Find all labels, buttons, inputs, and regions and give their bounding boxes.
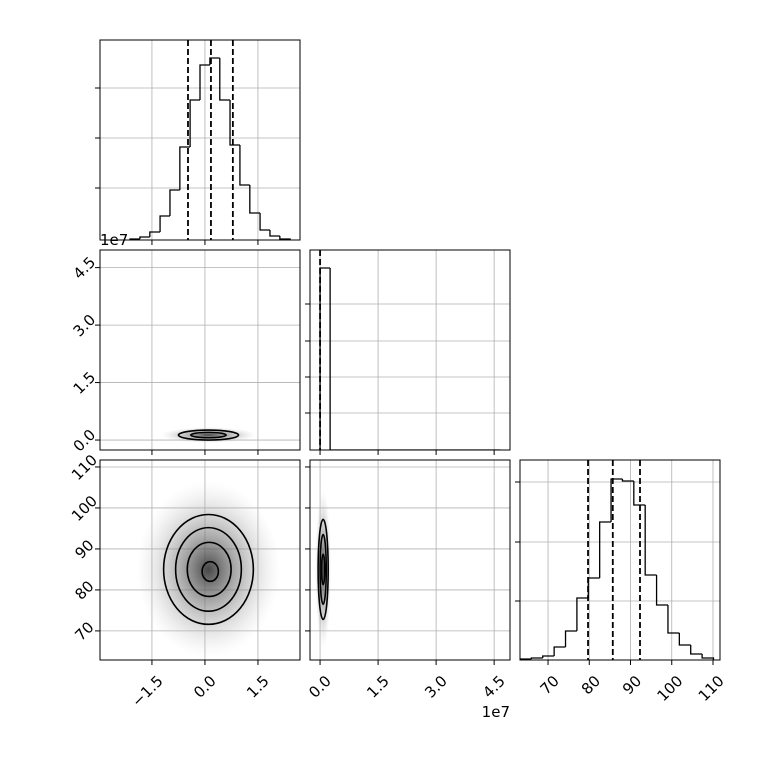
contour xyxy=(319,533,328,606)
contour xyxy=(317,518,329,621)
y-tick-label: 100 xyxy=(68,492,101,525)
histogram-bin xyxy=(219,58,231,101)
y-tick-label: 80 xyxy=(71,577,97,603)
x-tick-label: 100 xyxy=(654,672,687,705)
x-tick-label: 1.5 xyxy=(243,672,273,702)
x-tick-label: 80 xyxy=(578,672,604,698)
histogram-bin xyxy=(329,268,501,450)
histogram-bin xyxy=(599,521,612,578)
density-shade xyxy=(315,489,332,650)
histogram-bin xyxy=(564,630,577,647)
panel-frame xyxy=(309,249,511,451)
y-tick-label: 0.0 xyxy=(70,426,100,456)
contour xyxy=(174,526,243,613)
y-tick-label: 90 xyxy=(71,536,97,562)
y-offset-label: 1e7 xyxy=(100,231,128,249)
histogram-bin xyxy=(149,231,161,237)
histogram-bin xyxy=(667,605,680,634)
histogram-bin xyxy=(520,658,532,660)
x-tick-label: 4.5 xyxy=(479,672,509,702)
panel-frame xyxy=(99,39,301,241)
histogram-bin xyxy=(189,99,200,147)
contour xyxy=(320,553,326,586)
x-offset-label: 1e7 xyxy=(482,703,510,721)
histogram-bin xyxy=(249,185,261,214)
y-tick-label: 4.5 xyxy=(70,253,100,283)
x-tick-label: 0.0 xyxy=(305,672,335,702)
histogram-bin xyxy=(542,655,555,658)
contour xyxy=(177,429,240,441)
y-tick-label: 1.5 xyxy=(70,368,100,398)
x-tick-label: 70 xyxy=(537,672,563,698)
histogram-bin xyxy=(610,478,623,522)
panel-frame xyxy=(519,459,721,661)
histogram-bin xyxy=(678,633,691,646)
x-tick-label: −1.5 xyxy=(128,672,166,710)
histogram-bin xyxy=(269,230,280,237)
histogram-bin xyxy=(239,145,250,186)
contour xyxy=(186,541,232,598)
histogram-bin xyxy=(139,236,150,239)
histogram-bin xyxy=(621,479,634,482)
histogram-bin xyxy=(633,481,646,506)
histogram-bin xyxy=(530,657,543,659)
contour xyxy=(201,560,220,583)
x-tick-label: 90 xyxy=(619,672,645,698)
y-tick-label: 110 xyxy=(68,451,101,484)
histogram-bin xyxy=(209,57,220,65)
histogram-bin xyxy=(199,64,210,100)
density-shade xyxy=(136,481,281,658)
contour xyxy=(162,513,255,626)
density-shade xyxy=(160,427,257,444)
histogram-bin xyxy=(576,597,589,631)
panel-frame xyxy=(99,459,301,661)
y-tick-label: 3.0 xyxy=(70,311,100,341)
histogram-bin xyxy=(169,189,180,216)
histogram-bin xyxy=(179,146,191,190)
histogram-bin xyxy=(644,505,657,576)
histogram-bin xyxy=(587,577,600,598)
histogram-bin xyxy=(159,215,170,232)
histogram-bin xyxy=(319,267,331,450)
histogram-bin xyxy=(690,645,703,655)
histogram-bin xyxy=(279,236,291,240)
histogram-bin xyxy=(259,213,270,231)
panel-frame xyxy=(309,459,511,661)
histogram-bin xyxy=(655,575,668,606)
histogram-bin xyxy=(229,100,240,146)
histogram-bin xyxy=(553,646,566,656)
x-tick-label: 1.5 xyxy=(363,672,393,702)
contour xyxy=(190,431,227,439)
y-tick-label: 70 xyxy=(71,618,97,644)
x-tick-label: 110 xyxy=(695,672,728,705)
histogram-bin xyxy=(701,654,715,660)
x-tick-label: 0.0 xyxy=(190,672,220,702)
panel-frame xyxy=(99,249,301,451)
x-tick-label: 3.0 xyxy=(421,672,451,702)
